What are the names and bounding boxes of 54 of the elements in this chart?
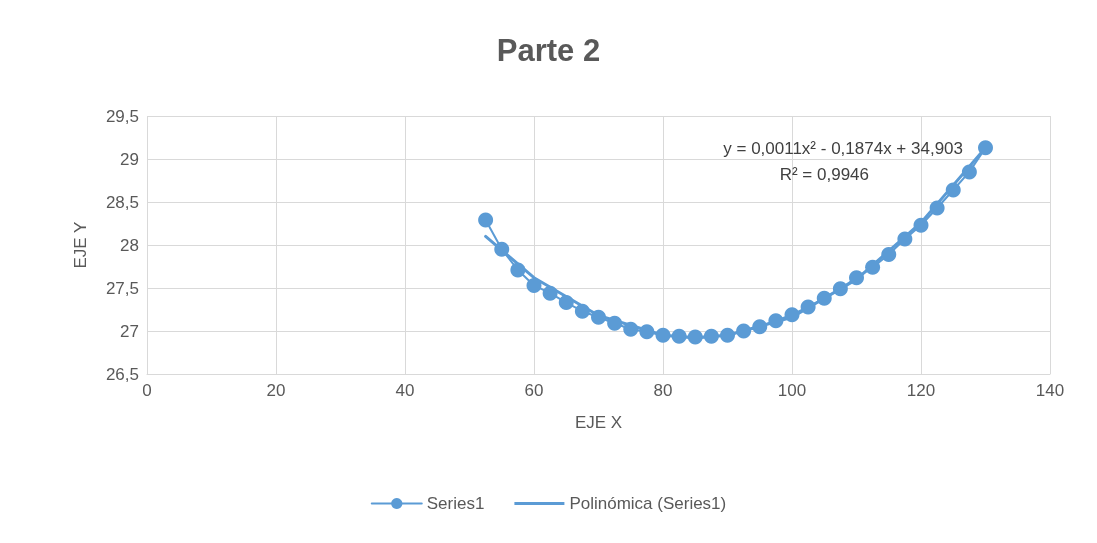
point <box>720 327 735 343</box>
point <box>784 307 800 323</box>
x-axis-title: EJE X <box>574 413 623 432</box>
x-tick-label: 20 <box>266 381 286 400</box>
point <box>623 321 639 337</box>
point <box>703 328 719 344</box>
point <box>655 327 671 343</box>
x-tick-label: 100 <box>777 381 807 400</box>
point <box>961 164 977 180</box>
point <box>526 277 542 293</box>
chart-title: Parte 2 <box>496 33 601 68</box>
point <box>510 262 526 278</box>
point <box>978 140 993 156</box>
y-tick-label: 28 <box>120 235 139 255</box>
y-tick-label: 28,5 <box>105 192 139 212</box>
point <box>945 182 961 198</box>
point <box>478 212 494 228</box>
y-tick-label: 27 <box>120 321 139 341</box>
x-tick-label: 140 <box>1035 381 1065 400</box>
point <box>574 303 590 319</box>
x-tick-label: 0 <box>142 381 152 400</box>
point <box>800 299 816 315</box>
x-tick-label: 40 <box>395 381 415 400</box>
point <box>897 231 913 247</box>
y-tick-label: 26,5 <box>105 364 139 384</box>
x-tick-label: 80 <box>653 381 673 400</box>
y-tick-label: 27,5 <box>105 278 139 298</box>
point <box>865 259 881 275</box>
point <box>736 323 752 339</box>
point <box>929 200 945 216</box>
point <box>832 281 848 297</box>
point <box>591 309 606 325</box>
legend-label: Series1 <box>426 494 485 513</box>
point <box>671 328 687 344</box>
point <box>752 319 768 335</box>
legend-label: Polinómica (Series1) <box>569 494 727 513</box>
annotation: R² = 0,9946 <box>779 165 869 184</box>
x-tick-label: 60 <box>524 381 544 400</box>
point <box>849 270 864 286</box>
point <box>494 241 510 257</box>
point <box>768 313 784 329</box>
x-tick-label: 120 <box>906 381 936 400</box>
point <box>639 324 655 340</box>
point <box>881 246 897 262</box>
y-tick-label: 29,5 <box>105 106 139 126</box>
point <box>558 295 574 311</box>
point <box>816 290 832 306</box>
point <box>542 285 558 301</box>
annotation: y = 0,0011x² - 0,1874x + 34,903 <box>723 139 963 158</box>
y-axis-title: EJE Y <box>71 221 90 269</box>
point <box>913 217 929 233</box>
point <box>687 329 703 345</box>
point <box>607 315 623 331</box>
y-tick-label: 29 <box>120 149 139 169</box>
